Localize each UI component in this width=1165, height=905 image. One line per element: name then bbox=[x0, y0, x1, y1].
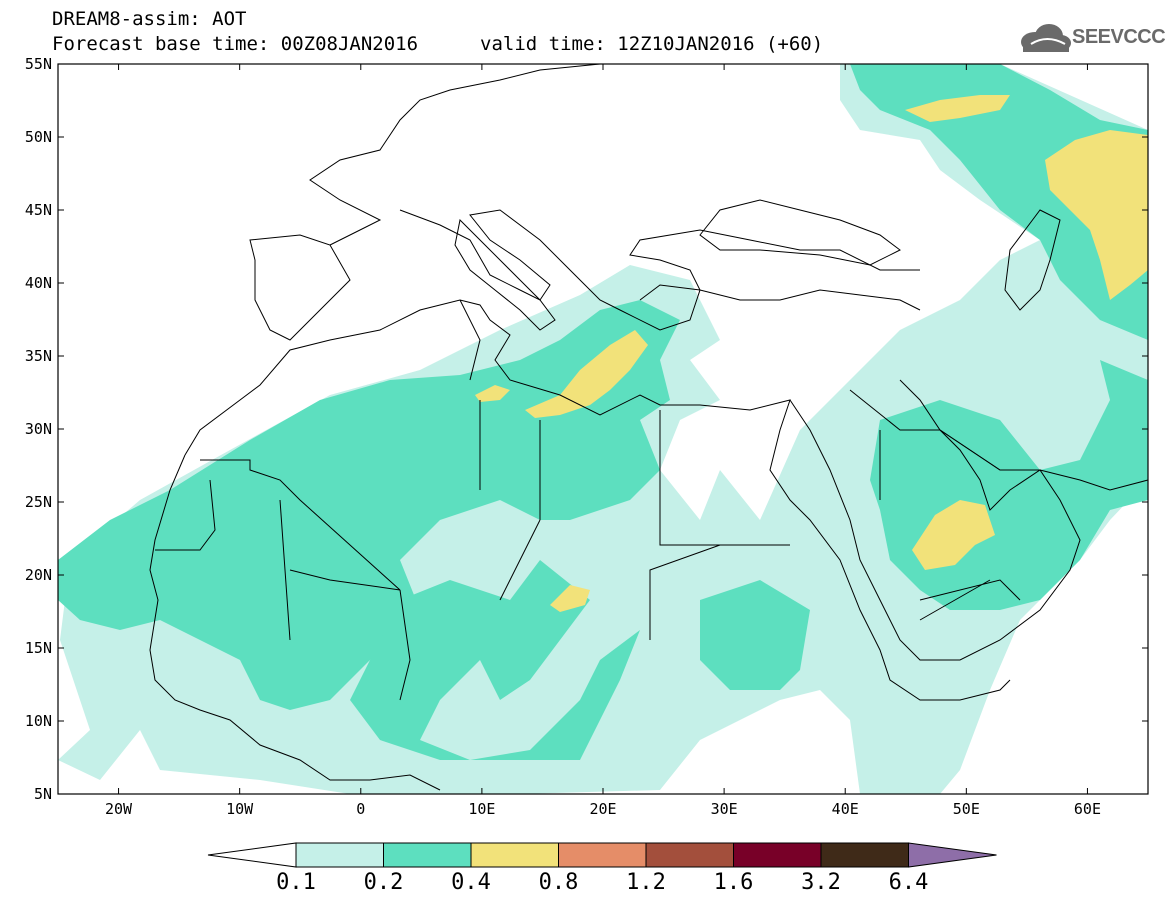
aot-band-0_2-0_4-north bbox=[850, 64, 1148, 340]
coastlines bbox=[149, 64, 1148, 791]
colorbar-label: 0.2 bbox=[363, 870, 404, 895]
lat-axis: 55N 50N 45N 40N 35N 30N 25N 20N 15N 10N 5N bbox=[25, 55, 1148, 803]
map-title: DREAM8-assim: AOT bbox=[52, 8, 247, 30]
colorbar-overflow bbox=[908, 842, 997, 868]
aot-band-0_2-0_4-west bbox=[58, 300, 680, 710]
country-borders bbox=[155, 299, 1021, 701]
colorbar-segment bbox=[645, 842, 734, 868]
aot-band-0_4-0_8-ukraine bbox=[905, 95, 1010, 122]
lat-tick-label: 35N bbox=[25, 347, 52, 365]
lat-tick-label: 10N bbox=[25, 712, 52, 730]
aot-band-0_4-0_8-gulf bbox=[912, 500, 995, 570]
aot-band-0_4-0_8-tunisia bbox=[475, 385, 510, 402]
cloud-icon bbox=[1021, 24, 1071, 52]
colorbar-label: 0.4 bbox=[451, 870, 491, 895]
lat-tick-label: 25N bbox=[25, 493, 52, 511]
aot-band-0_4-0_8-libya bbox=[525, 330, 648, 418]
aot-fields bbox=[58, 64, 1148, 794]
aot-band-0_4-0_8-chad bbox=[550, 585, 590, 612]
lon-tick-label: 20E bbox=[589, 800, 616, 818]
colorbar-label: 3.2 bbox=[801, 870, 841, 895]
lat-tick-label: 5N bbox=[34, 785, 52, 803]
lon-axis: 20W 10W 0 10E 20E 30E 40E 50E 60E bbox=[105, 64, 1101, 818]
colorbar-label: 0.1 bbox=[276, 870, 316, 895]
colorbar-segment bbox=[820, 842, 909, 868]
lon-tick-label: 10E bbox=[468, 800, 495, 818]
europe-coastline bbox=[309, 64, 920, 331]
italy-coastline bbox=[454, 218, 556, 331]
valid-time-label: valid time: 12Z10JAN2016 (+60) bbox=[480, 33, 824, 55]
lon-tick-label: 30E bbox=[711, 800, 738, 818]
iberia-coastline bbox=[249, 234, 351, 341]
aot-band-0_2-0_4-arabia bbox=[700, 580, 810, 690]
lat-tick-label: 15N bbox=[25, 639, 52, 657]
lon-tick-label: 20W bbox=[105, 800, 133, 818]
africa-coastline bbox=[184, 299, 1011, 701]
lon-tick-label: 10W bbox=[226, 800, 254, 818]
lat-tick-label: 50N bbox=[25, 128, 52, 146]
caspian-coastline bbox=[1004, 209, 1061, 311]
turkey-coastline bbox=[639, 284, 921, 311]
lon-tick-label: 40E bbox=[832, 800, 859, 818]
lon-tick-label: 0 bbox=[356, 800, 365, 818]
colorbar bbox=[207, 842, 997, 868]
logo-text: SEEVCCC bbox=[1072, 26, 1165, 48]
colorbar-segment bbox=[733, 842, 822, 868]
aot-band-0_2-0_4-central bbox=[350, 560, 640, 760]
colorbar-label: 1.2 bbox=[626, 870, 666, 895]
lat-tick-label: 45N bbox=[25, 201, 52, 219]
lon-tick-label: 60E bbox=[1074, 800, 1101, 818]
colorbar-segment bbox=[558, 842, 647, 868]
lat-tick-label: 30N bbox=[25, 420, 52, 438]
arabia-coastline bbox=[789, 379, 1081, 661]
base-time-label: Forecast base time: 00Z08JAN2016 bbox=[52, 33, 419, 55]
colorbar-underflow bbox=[207, 842, 297, 868]
lat-tick-label: 40N bbox=[25, 274, 52, 292]
colorbar-label: 6.4 bbox=[888, 870, 929, 895]
west-africa-coastline bbox=[149, 454, 441, 791]
seevccc-logo bbox=[1015, 20, 1155, 60]
colorbar-segment bbox=[295, 842, 384, 868]
lat-tick-label: 20N bbox=[25, 566, 52, 584]
lon-tick-label: 50E bbox=[953, 800, 980, 818]
colorbar-segment bbox=[470, 842, 559, 868]
lat-tick-label: 55N bbox=[25, 55, 52, 73]
aot-band-0_4-0_8-caspian bbox=[1045, 130, 1148, 300]
black-sea-coastline bbox=[699, 199, 901, 266]
colorbar-label: 1.6 bbox=[713, 870, 754, 895]
colorbar-label: 0.8 bbox=[538, 870, 579, 895]
colorbar-segment bbox=[383, 842, 472, 868]
